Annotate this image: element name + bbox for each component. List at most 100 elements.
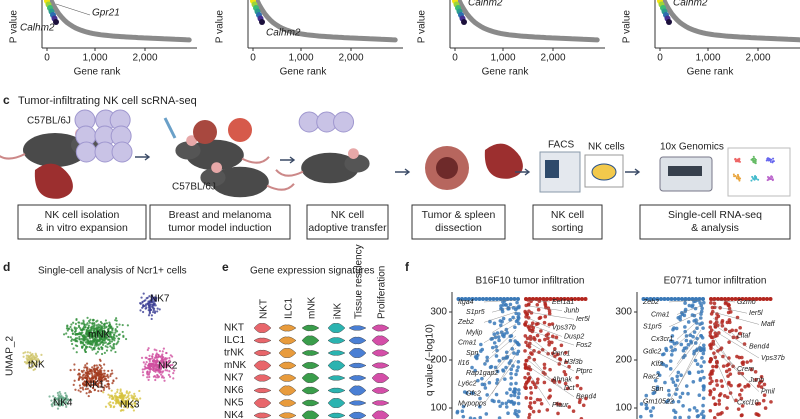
gene-dot (496, 335, 501, 339)
gene-dot (513, 325, 517, 330)
umap-dot (107, 369, 110, 373)
umap-dot (32, 361, 35, 364)
mouse-body (23, 133, 87, 167)
gene-dot (548, 388, 552, 393)
umap-dot (95, 336, 98, 340)
umap-thumb-dot (735, 159, 738, 162)
umap-dot (25, 357, 28, 360)
violin (371, 324, 390, 332)
gene-dot (716, 297, 720, 301)
umap-dot (82, 336, 86, 339)
leader (527, 371, 551, 406)
umap-dot (138, 389, 141, 393)
gene-dot (535, 380, 540, 385)
umap-dot (83, 380, 86, 383)
umap-dot (81, 382, 85, 386)
umap-thumb-dot (754, 160, 757, 163)
leader (668, 299, 702, 303)
violin (371, 362, 390, 369)
umap-dot (86, 338, 89, 341)
umap-dot (125, 404, 128, 408)
umap-dot (22, 352, 25, 355)
gene-dot (678, 395, 683, 399)
gene-dot (558, 357, 562, 361)
leader (668, 335, 702, 377)
umap-dot (72, 383, 75, 387)
umap-dot (148, 375, 151, 379)
umap-dot (148, 372, 151, 375)
umap-dot (111, 331, 114, 334)
violin (253, 360, 272, 371)
umap-dot (24, 351, 27, 354)
umap-dot (168, 375, 172, 378)
umap-thumb-dot (772, 157, 775, 160)
umap-dot (117, 340, 120, 343)
umap-dot (99, 335, 103, 338)
umap-thumb-dot (735, 176, 738, 179)
umap-dot (56, 391, 59, 395)
violin (327, 323, 346, 333)
violin (278, 348, 297, 358)
sequencer-slot (668, 166, 702, 176)
gene-dot (687, 371, 692, 376)
gene-dot (529, 391, 534, 395)
umap-dot (115, 330, 119, 333)
gene-dot (461, 414, 466, 419)
umap-dot (76, 344, 79, 348)
leader (483, 299, 517, 303)
step-label: Tumor & spleen (422, 209, 496, 221)
umap-dot (92, 375, 95, 378)
gene-dot (583, 297, 588, 301)
gene-label: Zeb2 (642, 299, 659, 306)
umap-dot (158, 308, 161, 311)
umap-dot (97, 389, 100, 393)
leader (483, 359, 517, 404)
umap-dot (144, 299, 147, 302)
umap-dot (57, 396, 60, 399)
umap-dot (96, 331, 99, 334)
umap-dot (101, 339, 105, 342)
gene-dot (718, 392, 723, 396)
umap-dot (133, 404, 137, 407)
gene-label: Pmil (761, 388, 775, 395)
panel-letter: e (222, 260, 229, 274)
violin (301, 324, 320, 332)
mouse-tail (0, 153, 26, 160)
gene-dot (765, 297, 769, 301)
gene-dot (742, 342, 747, 346)
gene-dot (553, 347, 557, 351)
gene-dot (532, 335, 536, 340)
gene-dot (673, 415, 677, 419)
row-label: trNK (224, 348, 244, 359)
gene-dot (557, 380, 562, 384)
gene-dot (527, 375, 532, 380)
umap-dot (65, 401, 68, 405)
gene-dot (554, 335, 559, 340)
umap-dot (102, 331, 105, 334)
gene-dot (660, 352, 665, 357)
umap-dot (151, 355, 154, 358)
gene-dot (710, 379, 714, 384)
umap-dot (146, 348, 149, 352)
gene-dot (547, 309, 552, 313)
umap-dot (81, 386, 84, 389)
umap-dot (91, 322, 94, 325)
umap-dot (83, 322, 86, 326)
umap-dot (116, 388, 119, 391)
umap-thumb-dot (754, 175, 757, 178)
umap-dot (125, 390, 128, 393)
row-label: NK6 (224, 385, 244, 396)
gene-dot (467, 297, 471, 301)
step-box (17, 204, 147, 240)
umap-dot (85, 372, 88, 375)
gene-dot (699, 412, 704, 416)
umap-dot (69, 325, 72, 329)
umap-dot (74, 339, 77, 342)
gene-dot (744, 297, 748, 301)
umap-dot (82, 325, 86, 329)
y-tick-label: 200 (615, 355, 632, 366)
umap-dot (156, 307, 159, 310)
step-box (149, 204, 291, 240)
gene-dot (725, 395, 730, 400)
umap-dot (164, 358, 168, 361)
